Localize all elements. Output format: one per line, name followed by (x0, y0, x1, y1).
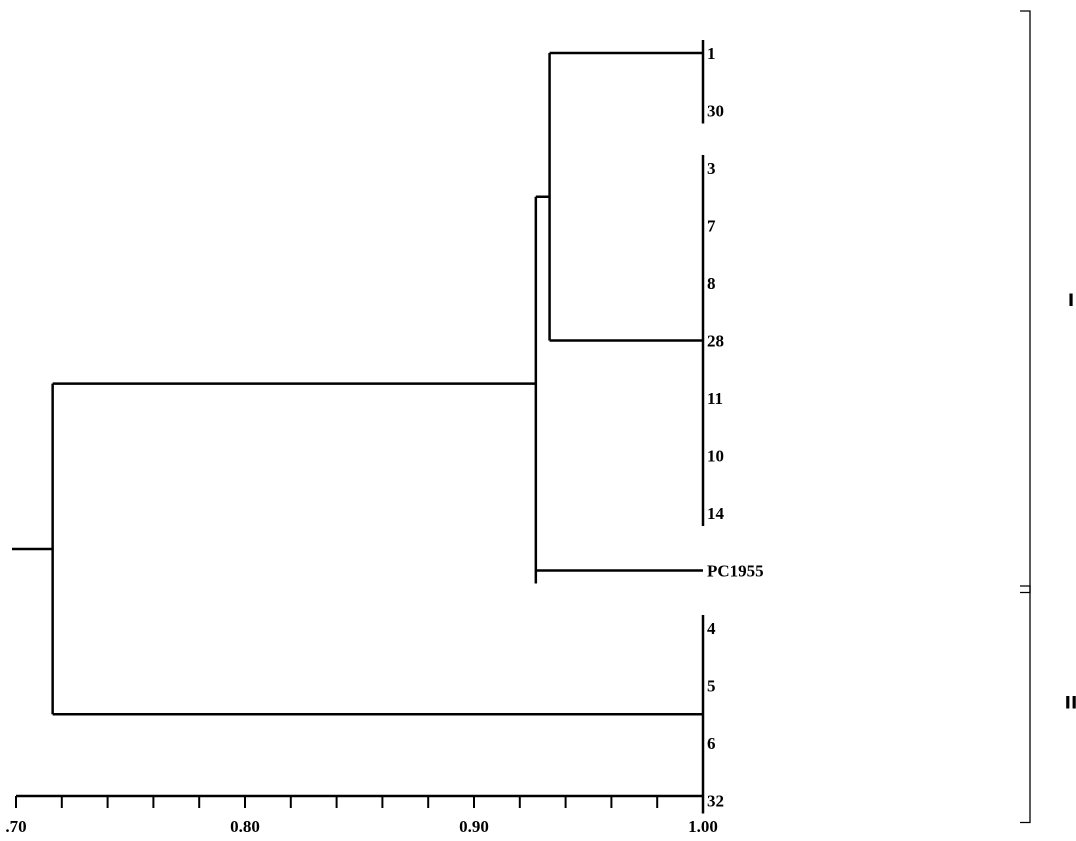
leaf-label: 3 (707, 159, 716, 178)
cluster-bracket (1020, 585, 1031, 824)
leaf-label: 14 (707, 504, 725, 523)
leaf-label: 8 (707, 274, 716, 293)
leaf-label: 1 (707, 44, 716, 63)
leaf-label: 7 (707, 217, 716, 236)
cluster-label: I (1068, 291, 1074, 311)
cluster-bracket (1020, 10, 1031, 594)
axis-tick-label: 0.80 (230, 817, 260, 836)
leaf-label: PC1955 (707, 562, 764, 581)
leaf-label: 4 (707, 619, 716, 638)
leaf-label: 5 (707, 677, 716, 696)
leaf-label: 32 (707, 792, 724, 811)
axis-tick-label: 1.00 (688, 817, 718, 836)
leaf-label: 11 (707, 389, 723, 408)
leaf-label: 6 (707, 734, 716, 753)
leaf-labels: 1 30 3 7 8 28 11 10 14 PC1955 4 5 6 32 (707, 44, 764, 811)
leaf-label: 28 (707, 332, 724, 351)
leaf-label: 30 (707, 102, 724, 121)
axis-tick-label: .70 (5, 817, 26, 836)
dendrogram-branches (12, 40, 705, 814)
cluster-brackets: III (1020, 10, 1076, 824)
leaf-label: 10 (707, 447, 724, 466)
similarity-axis: .70 0.80 0.90 1.00 (5, 794, 718, 836)
cluster-label: II (1065, 693, 1076, 713)
axis-tick-label: 0.90 (459, 817, 489, 836)
